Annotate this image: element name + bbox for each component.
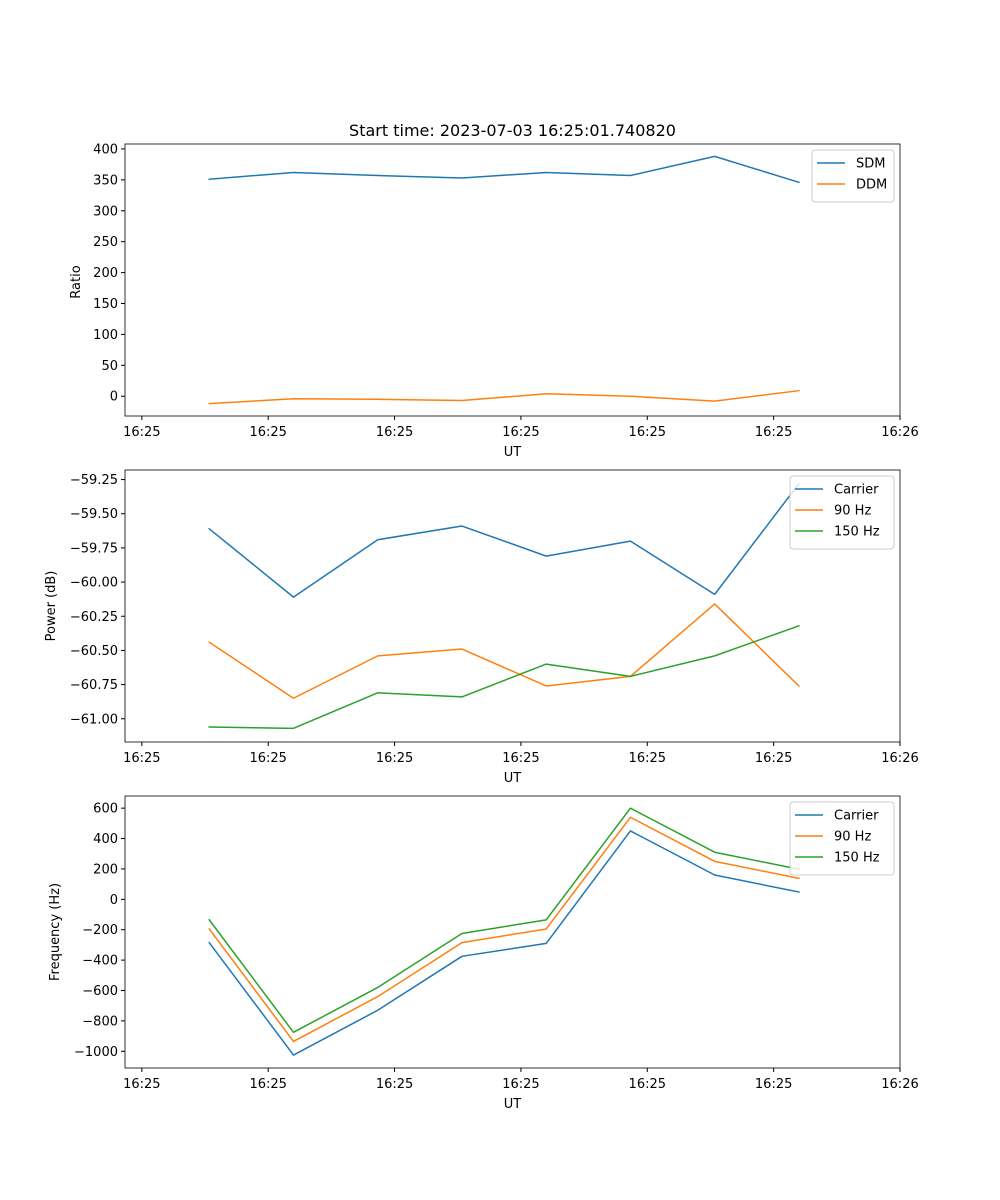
x-axis-label: UT — [504, 445, 522, 460]
y-axis-label: Ratio — [69, 265, 84, 298]
ratio-panel: Start time: 2023-07-03 16:25:01.740820 U… — [69, 121, 919, 460]
legend-label: 150 Hz — [834, 851, 880, 866]
y-tick-label: −800 — [82, 1014, 118, 1029]
y-tick-label: 250 — [93, 235, 118, 250]
y-axis-label: Power (dB) — [44, 571, 59, 642]
x-axis-label: UT — [504, 1097, 522, 1112]
x-tick-label: 16:25 — [249, 1077, 286, 1092]
y-tick-label: 400 — [93, 142, 118, 157]
series-line-90-hz — [208, 603, 800, 700]
y-tick-label: 200 — [93, 862, 118, 877]
x-tick-label: 16:25 — [629, 751, 666, 766]
x-tick-label: 16:25 — [755, 751, 792, 766]
y-tick-label: −60.75 — [70, 678, 118, 693]
x-tick-label: 16:25 — [629, 425, 666, 440]
y-tick-label: 0 — [110, 390, 118, 405]
legend-label: DDM — [856, 178, 887, 193]
x-tick-label: 16:25 — [755, 1077, 792, 1092]
chart-title: Start time: 2023-07-03 16:25:01.740820 — [349, 121, 676, 140]
y-tick-label: −60.25 — [70, 610, 118, 625]
x-tick-label: 16:26 — [881, 751, 918, 766]
y-tick-label: 600 — [93, 802, 118, 817]
y-tick-label: 150 — [93, 297, 118, 312]
x-tick-label: 16:25 — [123, 1077, 160, 1092]
y-tick-label: 300 — [93, 204, 118, 219]
x-tick-label: 16:25 — [629, 1077, 666, 1092]
legend: Carrier 90 Hz 150 Hz — [789, 801, 895, 876]
y-tick-label: 400 — [93, 832, 118, 847]
legend: SDM DDM — [811, 149, 895, 203]
y-tick-label: −200 — [82, 923, 118, 938]
y-tick-label: −59.75 — [70, 541, 118, 556]
x-tick-label: 16:25 — [249, 751, 286, 766]
legend-label: Carrier — [834, 483, 879, 498]
series-line-150-hz — [208, 807, 800, 1034]
axes-frame — [124, 469, 901, 743]
series-line-ddm — [208, 389, 800, 405]
y-tick-label: −61.00 — [70, 712, 118, 727]
x-tick-label: 16:25 — [502, 751, 539, 766]
legend: Carrier 90 Hz 150 Hz — [789, 475, 895, 550]
y-tick-label: 100 — [93, 328, 118, 343]
y-tick-label: 350 — [93, 173, 118, 188]
y-tick-label: 50 — [101, 359, 118, 374]
series-line-sdm — [208, 155, 800, 184]
x-tick-label: 16:26 — [881, 425, 918, 440]
y-tick-label: −59.25 — [70, 473, 118, 488]
legend-label: 150 Hz — [834, 525, 880, 540]
y-tick-label: −60.00 — [70, 576, 118, 591]
series-line-150-hz — [208, 624, 800, 730]
legend-label: Carrier — [834, 809, 879, 824]
legend-label: 90 Hz — [834, 504, 871, 519]
x-tick-label: 16:25 — [249, 425, 286, 440]
x-tick-label: 16:26 — [881, 1077, 918, 1092]
y-tick-label: −400 — [82, 954, 118, 969]
y-tick-label: 200 — [93, 266, 118, 281]
y-axis-label: Frequency (Hz) — [48, 883, 63, 981]
series-line-90-hz — [208, 816, 800, 1043]
y-tick-label: 0 — [110, 893, 118, 908]
series-line-carrier — [208, 482, 800, 598]
x-tick-label: 16:25 — [502, 425, 539, 440]
x-tick-label: 16:25 — [123, 425, 160, 440]
legend-label: SDM — [856, 157, 885, 172]
x-tick-label: 16:25 — [376, 751, 413, 766]
y-tick-label: −59.50 — [70, 507, 118, 522]
x-axis-label: UT — [504, 771, 522, 786]
x-tick-label: 16:25 — [376, 1077, 413, 1092]
x-tick-label: 16:25 — [502, 1077, 539, 1092]
x-tick-label: 16:25 — [123, 751, 160, 766]
x-tick-label: 16:25 — [755, 425, 792, 440]
x-tick-label: 16:25 — [376, 425, 413, 440]
series-line-carrier — [208, 830, 800, 1056]
y-tick-label: −60.50 — [70, 644, 118, 659]
y-tick-label: −1000 — [74, 1045, 118, 1060]
y-tick-label: −600 — [82, 984, 118, 999]
axes-frame — [124, 143, 901, 417]
axes-frame — [124, 795, 901, 1069]
legend-label: 90 Hz — [834, 830, 871, 845]
power-panel: UT Power (dB) 16:25 16:25 16:25 16:25 16:25 1… — [44, 469, 919, 786]
frequency-panel: UT Frequency (Hz) 16:25 16:25 16:25 16:25 16… — [48, 795, 919, 1112]
